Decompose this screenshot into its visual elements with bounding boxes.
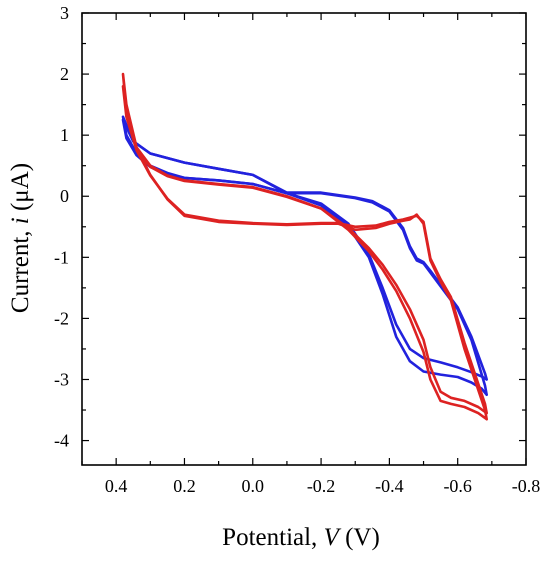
y-axis-title-var: i — [7, 217, 34, 224]
x-axis-title-var: V — [324, 524, 342, 551]
x-tick-label: 0.4 — [105, 476, 128, 496]
x-tick-label: -0.6 — [443, 476, 472, 496]
x-axis-title: Potential, V (V) — [222, 524, 380, 551]
y-tick-label: 3 — [60, 3, 69, 23]
x-tick-label: 0.2 — [173, 476, 196, 496]
y-tick-label: -2 — [54, 308, 69, 328]
series-line-2 — [121, 118, 488, 381]
y-axis-title-main: Current, — [7, 224, 34, 313]
x-axis-title-main: Potential, — [222, 524, 323, 551]
plot-frame — [81, 12, 527, 466]
x-axis-title-unit: (V) — [339, 524, 380, 551]
y-tick-label: 1 — [60, 125, 69, 145]
y-tick-label: -4 — [54, 431, 69, 451]
y-axis-title-unit: (μA) — [7, 163, 34, 217]
x-tick-label: -0.2 — [307, 476, 336, 496]
y-tick-label: -3 — [54, 369, 69, 389]
series-line-3 — [121, 72, 488, 421]
series-line-4 — [121, 85, 488, 415]
y-tick-label: -1 — [54, 247, 69, 267]
x-tick-label: -0.4 — [375, 476, 404, 496]
x-tick-label: 0.0 — [242, 476, 265, 496]
y-axis-title: Current, i (μA) — [7, 163, 34, 313]
y-tick-label: 0 — [60, 186, 69, 206]
tick-label-layer: 0.4 0.2 0.0 -0.2 -0.4 -0.6 -0.8 3 2 1 0 -1 -2 -3 -4 — [54, 3, 540, 496]
series-layer — [121, 72, 488, 421]
y-tick-label: 2 — [60, 64, 69, 84]
tick-layer — [81, 12, 527, 465]
x-tick-label: -0.8 — [512, 476, 541, 496]
series-line-1 — [121, 115, 488, 397]
